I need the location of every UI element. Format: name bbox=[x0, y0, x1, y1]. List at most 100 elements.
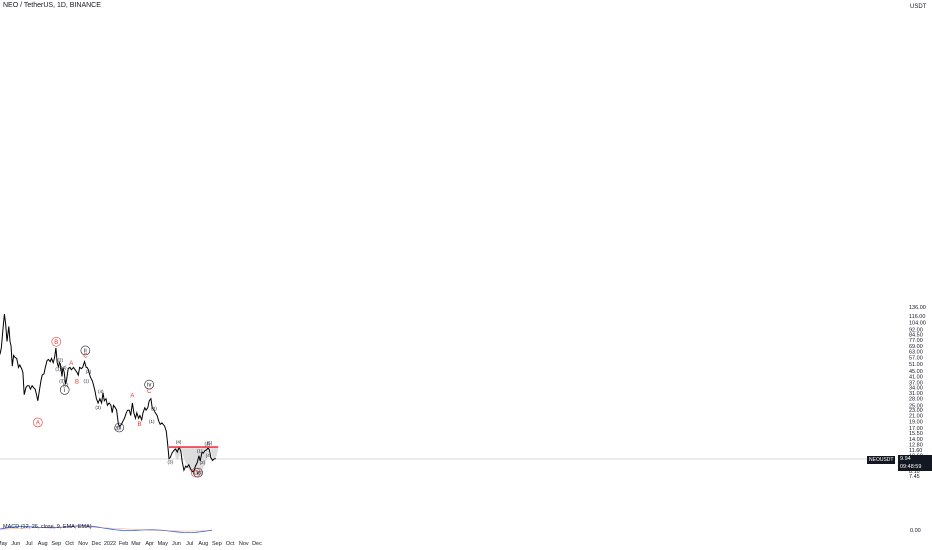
wave-label-text: i bbox=[64, 388, 65, 394]
symbol-tag: NEOUSDT bbox=[867, 456, 896, 464]
wave-label-text: (1) bbox=[83, 379, 89, 384]
wave-label-circle bbox=[33, 417, 43, 428]
wave-label-text: (2) bbox=[58, 358, 64, 363]
wave-label-text: B bbox=[75, 379, 79, 385]
wave-label: (4) bbox=[98, 389, 104, 394]
pattern-shading bbox=[173, 448, 219, 476]
x-tick-label: Aug bbox=[38, 541, 48, 547]
wave-label: (1) bbox=[149, 419, 155, 424]
wave-label-text: (1) bbox=[55, 366, 61, 371]
wave-label-text: B bbox=[137, 422, 141, 428]
x-tick-label: Feb bbox=[119, 541, 128, 547]
x-tick-label: Oct bbox=[65, 541, 74, 547]
wave-label-text: (5) bbox=[197, 471, 203, 476]
wave-label-text: v bbox=[197, 471, 200, 477]
wave-label: (3) bbox=[95, 405, 101, 410]
wave-label-circle bbox=[193, 467, 203, 478]
wave-label: (5) bbox=[197, 471, 203, 476]
x-tick-label: Sep bbox=[51, 541, 61, 547]
y-tick-label: 17.00 bbox=[909, 426, 923, 432]
y-tick-label: 19.00 bbox=[909, 419, 923, 425]
last-price: 9.94 bbox=[900, 456, 911, 462]
wave-label-text: (2) bbox=[200, 460, 206, 465]
wave-label: ii bbox=[80, 345, 91, 356]
y-tick-label: 84.50 bbox=[909, 332, 923, 338]
wave-label-circle bbox=[59, 385, 70, 395]
y-tick-label: 51.00 bbox=[909, 362, 923, 368]
y-tick-label: 45.00 bbox=[909, 369, 923, 375]
wave-label-text: (2) bbox=[86, 369, 92, 374]
x-tick-label: Jul bbox=[26, 541, 33, 547]
wave-label: (4) bbox=[61, 365, 67, 370]
x-tick-label: Nov bbox=[78, 541, 88, 547]
wave-label-text: ii bbox=[84, 348, 87, 354]
wave-label-text: (4) bbox=[98, 389, 104, 394]
x-tick-label: May bbox=[0, 541, 8, 547]
y-tick-label: 28.00 bbox=[909, 397, 923, 403]
x-tick-label: Oct bbox=[226, 541, 235, 547]
y-tick-label: 7.45 bbox=[909, 474, 920, 480]
macd-signal-line bbox=[0, 526, 213, 532]
y-tick-label: 25.00 bbox=[909, 403, 923, 409]
bar-countdown: 09:48:59 bbox=[900, 464, 922, 470]
wave-label: (5) bbox=[63, 383, 69, 388]
y-tick-label: 21.00 bbox=[909, 413, 923, 419]
wave-label: (4) bbox=[206, 453, 212, 458]
wave-label: A bbox=[33, 417, 43, 428]
y-tick-label: 12.80 bbox=[909, 442, 923, 448]
y-tick-label: 136.00 bbox=[909, 305, 926, 311]
wave-label-text: (1) bbox=[197, 449, 203, 454]
wave-label: (3) bbox=[168, 460, 174, 465]
wave-label: (5) bbox=[207, 440, 213, 445]
wave-label: v bbox=[193, 467, 203, 478]
y-tick-label: 63.00 bbox=[909, 350, 923, 356]
x-tick-label: 2022 bbox=[104, 541, 116, 547]
macd-label: MACD (12, 26, close, 9, EMA, EMA) bbox=[3, 524, 92, 530]
wave-label-text: (1) bbox=[149, 419, 155, 424]
wave-label: (2) bbox=[58, 358, 64, 363]
x-tick-label: Apr bbox=[145, 541, 154, 547]
x-tick-label: May bbox=[158, 541, 169, 547]
y-tick-label: 15.50 bbox=[909, 431, 923, 437]
axis-unit: USDT bbox=[910, 4, 927, 10]
wave-label: B bbox=[75, 379, 79, 385]
y-tick-label: 34.00 bbox=[909, 385, 923, 391]
y-tick-label: 31.00 bbox=[909, 391, 923, 397]
y-tick-label: 69.00 bbox=[909, 344, 923, 350]
wave-label: (2) bbox=[86, 369, 92, 374]
wave-label-circle bbox=[51, 336, 62, 347]
wave-label-text: C bbox=[83, 353, 88, 359]
wave-label-text: A bbox=[36, 420, 40, 426]
wave-label: C bbox=[83, 353, 88, 359]
wave-label-text: (3) bbox=[59, 379, 65, 384]
wave-label: (3) bbox=[204, 442, 210, 447]
y-tick-label: 41.00 bbox=[909, 375, 923, 381]
wave-label-text: A bbox=[69, 361, 73, 367]
wave-label-text: (5) bbox=[63, 383, 69, 388]
wave-label-text: (3) bbox=[95, 405, 101, 410]
x-axis[interactable]: MayJunJulAugSepOctNovDec2022FebMarAprMay… bbox=[0, 541, 262, 547]
wave-label-circle bbox=[80, 345, 91, 356]
y-tick-label: 104.00 bbox=[909, 320, 926, 326]
x-tick-label: Jun bbox=[11, 541, 20, 547]
wave-label-circle bbox=[191, 467, 201, 478]
wave-label: (1) bbox=[197, 449, 203, 454]
wave-label: (1) bbox=[55, 366, 61, 371]
x-tick-label: Dec bbox=[91, 541, 101, 547]
y-tick-label: 11.60 bbox=[909, 448, 922, 454]
macd-line bbox=[0, 525, 213, 534]
wave-label-text: (4) bbox=[61, 365, 67, 370]
y-tick-label: 8.10 bbox=[909, 469, 920, 475]
chart-title: NEO / TetherUS, 1D, BINANCE bbox=[3, 2, 101, 9]
y-tick-label: 116.00 bbox=[909, 314, 925, 320]
y-tick-label: 57.00 bbox=[909, 355, 923, 361]
wave-label: B bbox=[137, 422, 141, 428]
wave-label-text: (3) bbox=[168, 460, 174, 465]
wave-label-text: iv bbox=[147, 383, 151, 389]
x-tick-label: Jun bbox=[172, 541, 181, 547]
x-tick-label: Nov bbox=[239, 541, 249, 547]
wave-label-text: (5) bbox=[114, 426, 120, 431]
wave-label-text: (4) bbox=[206, 453, 212, 458]
